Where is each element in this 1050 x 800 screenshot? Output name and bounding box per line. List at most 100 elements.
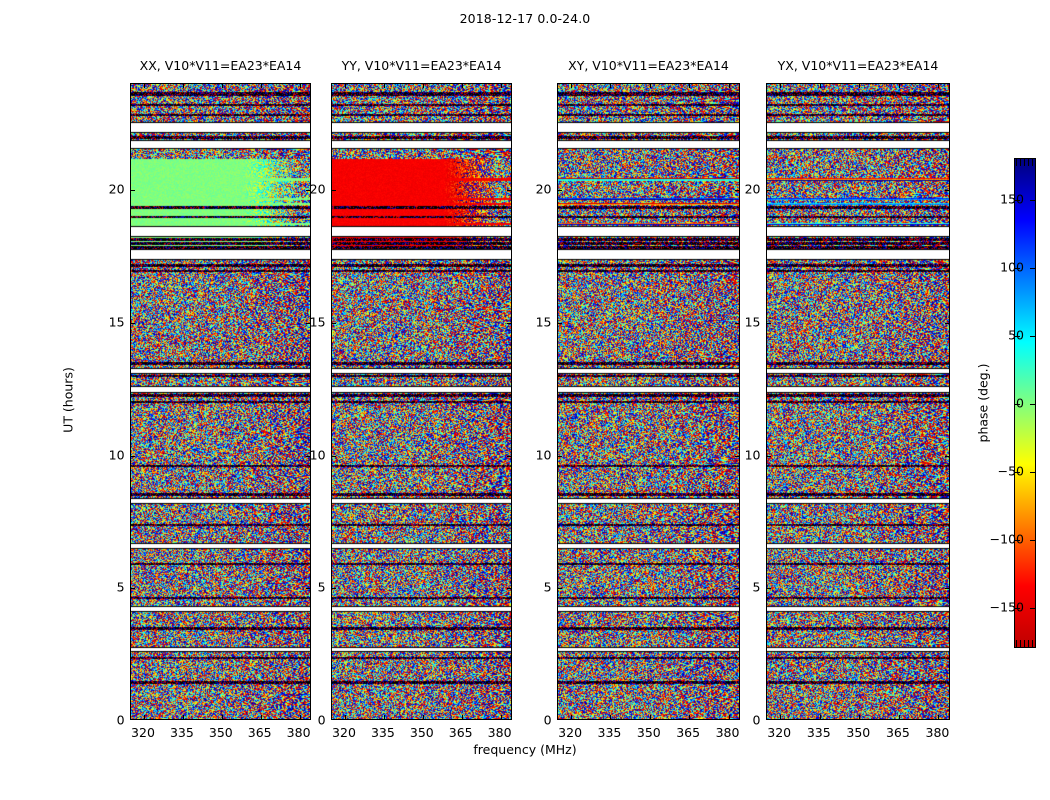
y-tick: [131, 322, 135, 324]
y-tick: [945, 455, 949, 457]
y-tick: [131, 455, 135, 457]
y-tick-label: 15: [309, 314, 326, 330]
y-tick: [306, 190, 310, 192]
x-tick-label: 380: [286, 725, 311, 740]
colorbar-tick-label: −100: [989, 531, 1024, 547]
y-tick-label: 20: [108, 181, 125, 197]
x-tick: [898, 84, 900, 88]
x-tick-label: 365: [247, 725, 272, 740]
y-tick-label: 5: [752, 579, 761, 595]
colorbar-tick: [1030, 608, 1035, 610]
panel-title-xy: XY, V10*V11=EA23*EA14: [568, 58, 729, 73]
y-tick: [507, 322, 511, 324]
x-tick: [461, 715, 463, 719]
x-tick: [383, 715, 385, 719]
x-tick-label: 365: [448, 725, 473, 740]
figure-suptitle: 2018-12-17 0.0-24.0: [459, 11, 591, 26]
y-tick: [735, 322, 739, 324]
x-tick-label: 350: [846, 725, 871, 740]
y-tick: [332, 588, 336, 590]
axes-yy[interactable]: [331, 83, 512, 720]
y-tick: [131, 588, 135, 590]
x-tick: [260, 84, 262, 88]
axes-xy[interactable]: [557, 83, 740, 720]
colorbar-tick: [1015, 267, 1020, 269]
y-tick: [735, 588, 739, 590]
x-tick: [728, 84, 730, 88]
y-tick-label: 20: [535, 181, 552, 197]
colorbar-tick: [1015, 404, 1020, 405]
x-tick-label: 320: [767, 725, 792, 740]
colorbar-tick: [1030, 472, 1035, 474]
colorbar-tick: [1015, 335, 1020, 337]
x-axis-label: frequency (MHz): [473, 742, 577, 757]
y-tick: [507, 588, 511, 590]
y-tick: [735, 190, 739, 192]
x-tick-label: 335: [370, 725, 395, 740]
axes-xx[interactable]: [130, 83, 311, 720]
x-tick: [383, 84, 385, 88]
y-tick: [558, 322, 562, 324]
x-tick: [780, 715, 782, 719]
x-tick: [182, 84, 184, 88]
x-tick-label: 350: [636, 725, 661, 740]
x-tick: [819, 715, 821, 719]
x-tick-label: 335: [169, 725, 194, 740]
y-tick-label: 15: [535, 314, 552, 330]
colorbar-tick-label: 0: [1016, 395, 1024, 411]
x-tick: [780, 84, 782, 88]
x-tick: [689, 715, 691, 719]
colorbar-tick-label: 50: [1008, 327, 1024, 343]
y-tick: [945, 322, 949, 324]
colorbar-over-hatch: [1016, 159, 1036, 166]
y-tick: [332, 190, 336, 192]
axes-yx[interactable]: [766, 83, 950, 720]
x-tick: [422, 84, 424, 88]
panel-yy[interactable]: YY, V10*V11=EA23*EA14 0 5 10 15 20 320 335 350 3…: [310, 58, 512, 740]
colorbar[interactable]: [1014, 158, 1036, 648]
x-tick: [344, 84, 346, 88]
y-tick-label: 20: [744, 181, 761, 197]
y-tick: [767, 455, 771, 457]
x-tick-label: 335: [597, 725, 622, 740]
y-tick-label: 0: [752, 712, 761, 728]
x-tick-label: 350: [208, 725, 233, 740]
x-tick: [422, 715, 424, 719]
colorbar-tick: [1030, 404, 1035, 405]
y-tick: [767, 588, 771, 590]
colorbar-tick-label: 150: [1000, 191, 1024, 207]
y-tick: [558, 455, 562, 457]
y-tick: [945, 190, 949, 192]
y-tick-label: 0: [543, 712, 552, 728]
x-tick: [221, 84, 223, 88]
y-tick-label: 10: [744, 447, 761, 463]
x-tick: [571, 84, 573, 88]
panel-yx[interactable]: YX, V10*V11=EA23*EA14 0 5 10 15 20 320 335 350 3…: [745, 58, 950, 740]
colorbar-tick: [1015, 540, 1020, 542]
heatmap-image-yx: [767, 84, 949, 719]
x-tick: [143, 715, 145, 719]
x-tick: [689, 84, 691, 88]
y-tick: [131, 190, 135, 192]
x-tick-label: 335: [806, 725, 831, 740]
colorbar-tick: [1015, 608, 1020, 610]
y-tick: [507, 190, 511, 192]
y-tick: [306, 322, 310, 324]
x-tick: [649, 715, 651, 719]
colorbar-tick: [1030, 540, 1035, 542]
panel-xy[interactable]: XY, V10*V11=EA23*EA14 0 5 10 15 20 320 335 350 3…: [536, 58, 740, 740]
panel-title-xx: XX, V10*V11=EA23*EA14: [139, 58, 302, 73]
x-tick: [299, 84, 301, 88]
y-tick: [558, 588, 562, 590]
x-tick: [610, 715, 612, 719]
x-tick: [344, 715, 346, 719]
y-tick-label: 10: [108, 447, 125, 463]
x-tick-label: 320: [558, 725, 583, 740]
y-tick-label: 15: [108, 314, 125, 330]
y-tick-label: 5: [116, 579, 125, 595]
y-tick: [735, 455, 739, 457]
panel-xx[interactable]: XX, V10*V11=EA23*EA14 0 5 10 15 20 320 335 350 3…: [109, 58, 311, 740]
x-tick: [898, 715, 900, 719]
x-tick: [500, 84, 502, 88]
